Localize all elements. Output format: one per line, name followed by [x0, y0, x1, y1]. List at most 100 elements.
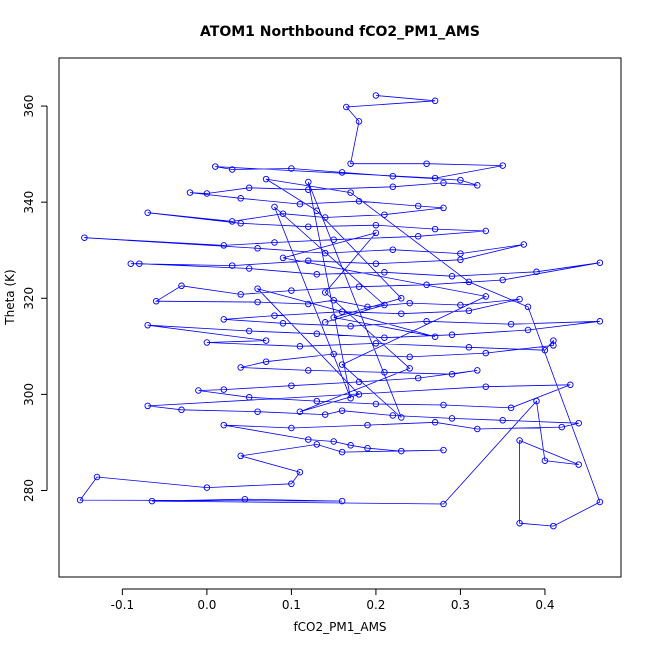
data-point [406, 365, 413, 372]
data-point [347, 160, 354, 167]
data-point [279, 254, 287, 262]
data-point [254, 408, 261, 415]
data-point [550, 522, 557, 530]
data-point [499, 276, 506, 284]
data-point [220, 316, 228, 323]
data-point [355, 197, 363, 205]
data-point [338, 407, 346, 414]
data-point [389, 246, 397, 253]
data-point [596, 318, 604, 325]
data-point [465, 307, 473, 315]
data-point [482, 383, 490, 390]
data-point [203, 339, 211, 346]
data-point [262, 337, 270, 344]
data-point [406, 299, 413, 307]
data-point [465, 344, 473, 351]
data-point [364, 303, 371, 311]
data-point [241, 495, 249, 503]
data-point [338, 308, 346, 315]
plot-area [76, 92, 604, 530]
data-point [372, 221, 380, 229]
data-point [499, 417, 506, 424]
data-point [398, 414, 405, 421]
data-point [398, 295, 405, 302]
data-point [245, 265, 253, 272]
data-point [575, 419, 582, 427]
data-point [254, 298, 261, 306]
data-point [330, 236, 337, 243]
data-point [321, 214, 329, 221]
data-point [414, 202, 422, 210]
data-point [245, 327, 253, 335]
data-point [288, 382, 295, 389]
data-point [474, 367, 481, 374]
x-tick-label: 0.2 [366, 598, 385, 612]
data-point [237, 452, 244, 460]
x-tick-label: 0.1 [282, 598, 301, 612]
y-axis-label: Theta (K) [3, 269, 17, 325]
data-point [321, 411, 329, 418]
x-tick-label: -0.1 [111, 598, 134, 612]
data-point [347, 442, 354, 449]
data-point [271, 203, 278, 211]
data-point [144, 209, 151, 216]
data-point [457, 176, 464, 184]
data-point [355, 378, 363, 386]
data-point [482, 293, 490, 300]
data-point [533, 268, 540, 276]
data-point [507, 404, 515, 412]
data-point [457, 250, 464, 257]
data-point [220, 242, 228, 249]
data-point [313, 207, 321, 215]
data-point [347, 322, 354, 330]
data-point [228, 262, 236, 269]
data-point [262, 358, 270, 365]
y-tick-label: 300 [22, 383, 36, 406]
data-point [279, 320, 287, 327]
data-point [203, 484, 211, 491]
data-point [414, 233, 422, 240]
y-tick-label: 320 [22, 287, 36, 310]
data-point [482, 349, 490, 357]
data-point [288, 287, 295, 294]
data-point [398, 447, 405, 455]
data-point [440, 179, 447, 187]
data-point [203, 190, 211, 197]
data-point [81, 234, 88, 241]
data-point [516, 437, 523, 444]
data-point [364, 444, 371, 452]
data-point [254, 245, 261, 252]
data-point [567, 381, 574, 389]
data-point [499, 162, 506, 169]
data-point [313, 271, 321, 278]
data-point [321, 319, 329, 326]
data-point [330, 314, 337, 321]
data-point [550, 337, 557, 344]
data-point [389, 172, 397, 180]
data-point [338, 361, 346, 368]
data-point [575, 461, 582, 468]
data-point [305, 367, 312, 374]
data-point [355, 391, 363, 398]
data-point [271, 239, 278, 246]
data-point [414, 374, 422, 382]
data-point [440, 446, 447, 454]
data-point [296, 468, 304, 476]
data-point [296, 343, 304, 350]
data-point [330, 350, 337, 358]
chart-title: ATOM1 Northbound fCO2_PM1_AMS [200, 24, 480, 40]
data-point [136, 260, 143, 267]
data-point [372, 260, 380, 267]
data-point [524, 303, 532, 311]
data-point [431, 174, 439, 182]
data-point [271, 312, 278, 319]
data-point [305, 257, 312, 265]
data-point [296, 408, 304, 415]
data-point [254, 285, 261, 292]
data-point [448, 272, 456, 280]
y-tick-label: 360 [22, 95, 36, 118]
data-point [296, 200, 304, 208]
data-point [152, 297, 160, 305]
data-point [313, 330, 321, 338]
